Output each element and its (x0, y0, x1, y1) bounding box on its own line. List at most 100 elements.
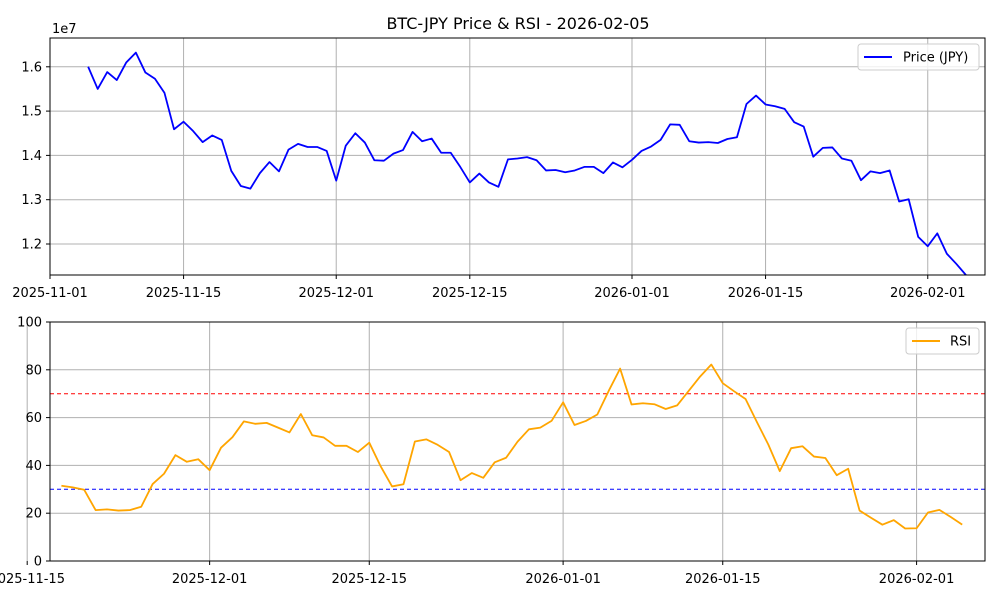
price-point (945, 252, 949, 256)
price-point (935, 231, 939, 235)
x-tick-label: 2025-11-15 (0, 572, 65, 587)
rsi-point (903, 526, 907, 530)
price-point (821, 146, 825, 150)
rsi-point (401, 482, 405, 486)
y-tick-label: 20 (25, 507, 42, 522)
rsi-point (299, 412, 303, 416)
price-point (229, 169, 233, 173)
rsi-point (139, 505, 143, 509)
rsi-point (652, 402, 656, 406)
rsi-point (709, 363, 713, 367)
rsi-point (59, 484, 63, 488)
price-point (849, 159, 853, 163)
price-point (391, 152, 395, 156)
rsi-point (436, 443, 440, 447)
rsi-point (915, 526, 919, 530)
price-point (506, 157, 510, 161)
rsi-point (219, 446, 223, 450)
rsi-point (516, 440, 520, 444)
rsi-point (880, 523, 884, 527)
price-point (620, 165, 624, 169)
rsi-point (162, 472, 166, 476)
price-point (954, 262, 958, 266)
rsi-point (379, 464, 383, 468)
price-point (220, 138, 224, 142)
price-point (162, 91, 166, 95)
y-tick-label: 0 (34, 555, 42, 570)
x-tick-label: 2025-12-01 (298, 286, 374, 301)
price-point (811, 155, 815, 159)
legend-box (905, 327, 980, 355)
price-point (182, 120, 186, 124)
rsi-point (116, 509, 120, 513)
rsi-point (185, 460, 189, 464)
rsi-point (732, 389, 736, 393)
price-point (124, 60, 128, 64)
price-point (630, 158, 634, 162)
price-panel: BTC-JPY Price & RSI - 2026-02-05 1e7 1.2… (12, 14, 986, 301)
price-point (143, 71, 147, 75)
price-point (859, 178, 863, 182)
rsi-point (778, 469, 782, 473)
price-point (315, 145, 319, 149)
x-tick-label: 2025-12-15 (331, 572, 407, 587)
y-tick-label: 1.3 (21, 193, 42, 208)
price-point (401, 148, 405, 152)
price-point (773, 104, 777, 108)
price-point (277, 169, 281, 173)
rsi-point (561, 400, 565, 404)
price-point (725, 137, 729, 141)
price-point (496, 185, 500, 189)
price-point (582, 165, 586, 169)
rsi-point (698, 375, 702, 379)
rsi-point (687, 389, 691, 393)
rsi-point (322, 435, 326, 439)
rsi-point (173, 453, 177, 457)
rsi-point (573, 423, 577, 427)
price-point (716, 141, 720, 145)
rsi-point (744, 397, 748, 401)
price-point (535, 158, 539, 162)
legend-label-rsi: RSI (950, 335, 971, 350)
rsi-point (287, 430, 291, 434)
rsi-point (367, 441, 371, 445)
rsi-point (390, 484, 394, 488)
rsi-point (151, 482, 155, 486)
price-point (258, 171, 262, 175)
rsi-series (50, 363, 985, 530)
price-point (487, 180, 491, 184)
price-point (659, 138, 663, 142)
price-point (296, 142, 300, 146)
price-point (372, 158, 376, 162)
rsi-point (858, 509, 862, 513)
rsi-point (949, 515, 953, 519)
y-tick-label: 80 (25, 363, 42, 378)
rsi-point (538, 426, 542, 430)
rsi-point (664, 407, 668, 411)
price-point (468, 180, 472, 184)
price-point (525, 155, 529, 159)
x-tick-label: 2026-01-15 (685, 572, 761, 587)
y-tick-label: 1.5 (21, 105, 42, 120)
rsi-point (253, 422, 257, 426)
price-point (411, 130, 415, 134)
rsi-point (447, 450, 451, 454)
price-point (735, 135, 739, 139)
x-tick-label: 2026-02-01 (890, 286, 966, 301)
chart-title: BTC-JPY Price & RSI - 2026-02-05 (386, 14, 649, 33)
y-tick-label: 1.6 (21, 60, 42, 75)
rsi-point (766, 443, 770, 447)
price-point (363, 141, 367, 145)
rsi-point (105, 507, 109, 511)
price-point (640, 149, 644, 153)
y-axis-scale-label: 1e7 (52, 22, 77, 37)
price-point (907, 197, 911, 201)
rsi-legend: RSI (905, 327, 980, 355)
x-tick-label: 2026-02-01 (879, 572, 955, 587)
price-point (86, 65, 90, 69)
price-point (96, 87, 100, 91)
rsi-point (595, 412, 599, 416)
price-point (420, 139, 424, 143)
price-point (573, 168, 577, 172)
y-tick-label: 1.4 (21, 149, 42, 164)
